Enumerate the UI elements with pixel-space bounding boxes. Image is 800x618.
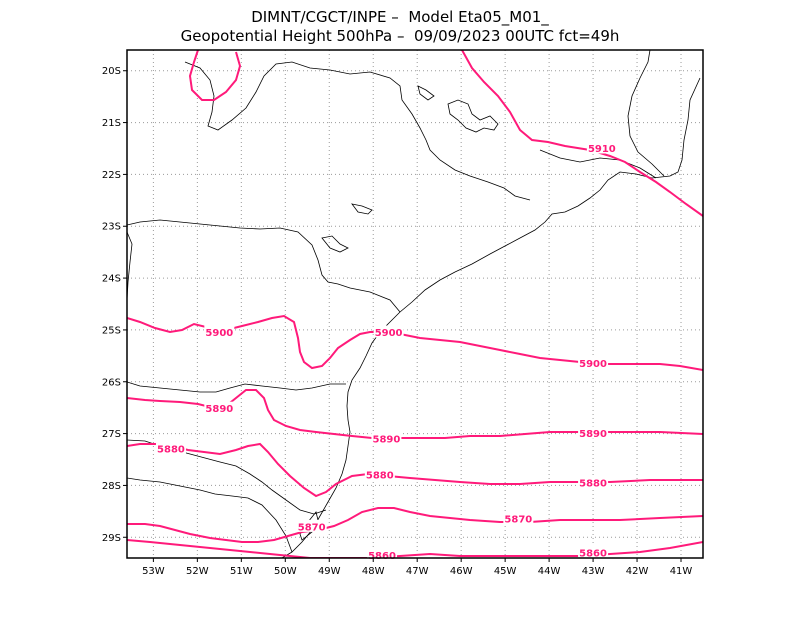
contour-5900 (127, 314, 703, 371)
contour-label-5880: 5880 (366, 471, 394, 482)
lon-tick-label: 42W (626, 566, 649, 577)
contour-label-bg (296, 519, 327, 532)
contour-label-bg (204, 401, 235, 414)
contour-label-bg (204, 325, 235, 338)
reservoir-tiete (351, 203, 373, 215)
lat-tick-label: 25S (102, 325, 121, 336)
contour-label-bg (155, 442, 186, 455)
state-border-mg-rj (539, 149, 657, 179)
reservoir-parana (321, 235, 349, 253)
lagoa-dos-patos (299, 511, 319, 541)
lon-tick-label: 46W (450, 566, 473, 577)
axis-ticks: 20S 21S 22S 23S 24S 25S 26S 27S 28S 29S 53W 52W 51W 5… (102, 66, 693, 577)
contour-label-bg (578, 545, 609, 558)
lon-tick-label: 53W (142, 566, 165, 577)
lat-tick-label: 23S (102, 222, 121, 233)
map-title-line-2: Geopotential Height 500hPa – 09/09/2023 … (180, 27, 620, 45)
geopotential-contours (127, 50, 703, 558)
contour-label-bg (371, 431, 402, 444)
lon-tick-label: 50W (274, 566, 297, 577)
contour-label-5860: 5860 (579, 548, 607, 559)
contour-label-bg (586, 141, 617, 154)
lat-tick-label: 20S (102, 66, 121, 77)
lat-tick-label: 24S (102, 274, 121, 285)
lon-tick-label: 48W (362, 566, 385, 577)
contour-label-5860: 5860 (368, 551, 396, 562)
state-border-pr-sc (127, 381, 346, 393)
lon-tick-label: 51W (230, 566, 253, 577)
contour-label-5870: 5870 (298, 522, 326, 533)
atlantic-coastline (281, 77, 701, 558)
contour-label-5900: 5900 (205, 328, 233, 339)
reservoir-furnas (447, 99, 499, 133)
reservoir-mg (417, 85, 435, 101)
state-border-sp-pr (127, 219, 401, 313)
state-border-mg-es (627, 50, 665, 177)
contour-label-5880: 5880 (579, 478, 607, 489)
map-title-line-1: DIMNT/CGCT/INPE – Model Eta05_M01_ (251, 8, 549, 26)
state-border-mg-sp (184, 61, 531, 201)
contour-label-5900: 5900 (375, 328, 403, 339)
contour-5870 (127, 507, 703, 543)
contour-label-5880: 5880 (157, 445, 185, 456)
lat-tick-label: 28S (102, 481, 121, 492)
contour-label-5910: 5910 (588, 144, 616, 155)
contour-label-bg (578, 426, 609, 439)
contour-label-bg (578, 475, 609, 488)
plot-frame (126, 49, 704, 559)
contour-labels: 5910 5900 5900 5900 5890 5890 5890 5880 5880 5880… (155, 141, 617, 562)
lat-tick-label: 29S (102, 533, 121, 544)
lat-tick-label: 27S (102, 429, 121, 440)
contour-label-bg (503, 512, 534, 525)
contour-5880 (127, 442, 703, 498)
contour-5860 (127, 539, 703, 558)
contour-5910 (461, 50, 703, 217)
border-argentina-rs (127, 477, 293, 553)
contour-label-5890: 5890 (579, 429, 607, 440)
contour-label-bg (364, 468, 395, 481)
lon-tick-label: 52W (186, 566, 209, 577)
lon-tick-label: 44W (538, 566, 561, 577)
lat-tick-label: 22S (102, 170, 121, 181)
contour-label-bg (578, 356, 609, 369)
lon-tick-label: 45W (494, 566, 517, 577)
lon-tick-label: 41W (670, 566, 693, 577)
lon-tick-label: 43W (582, 566, 605, 577)
contour-label-5890: 5890 (205, 404, 233, 415)
lat-tick-label: 21S (102, 118, 121, 129)
contour-label-bg (373, 325, 404, 338)
lon-tick-label: 47W (406, 566, 429, 577)
contour-label-5870: 5870 (504, 515, 532, 526)
lat-tick-label: 26S (102, 377, 121, 388)
contour-label-5890: 5890 (372, 434, 400, 445)
contour-label-5900: 5900 (579, 359, 607, 370)
lon-tick-label: 49W (318, 566, 341, 577)
contour-5910-north-loop (188, 50, 242, 101)
